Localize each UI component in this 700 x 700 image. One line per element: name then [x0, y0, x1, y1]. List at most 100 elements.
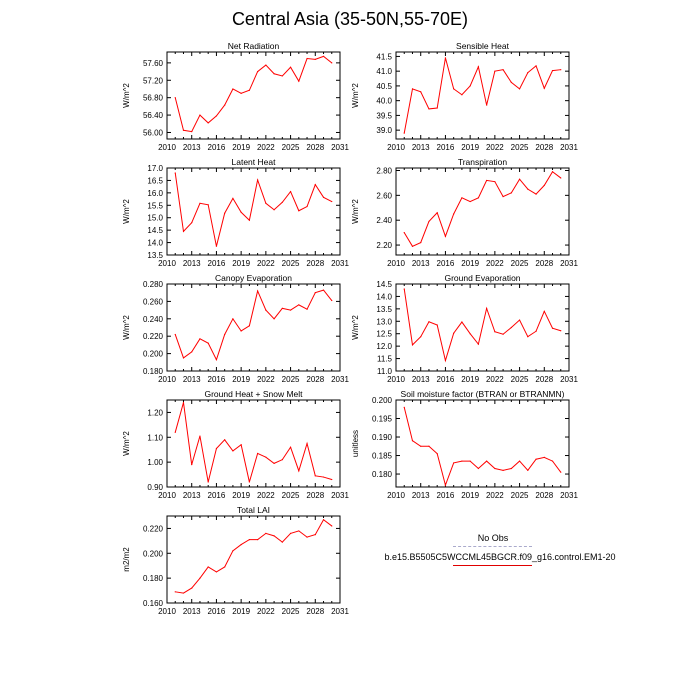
panel-title: Canopy Evaporation: [215, 273, 292, 283]
data-point: [207, 122, 209, 124]
y-tick-label: 2.80: [376, 166, 392, 175]
data-point: [411, 245, 414, 247]
data-point: [174, 333, 176, 336]
y-tick-label: 14.0: [376, 292, 392, 301]
x-tick-label: 2025: [282, 259, 300, 268]
data-point: [469, 200, 471, 203]
y-tick-label: 13.5: [376, 305, 392, 314]
y-tick-label: 16.0: [147, 189, 163, 198]
y-tick-label: 13.5: [147, 251, 163, 260]
legend-label-model: b.e15.B5505C5WCCML45BGCR.f09_g16.control…: [384, 552, 616, 562]
y-tick-label: 2.60: [376, 191, 392, 200]
data-point: [289, 532, 292, 534]
data-point: [289, 309, 292, 311]
panel-title: Transpiration: [458, 157, 508, 167]
y-tick-label: 14.5: [376, 280, 392, 289]
data-point: [174, 172, 176, 174]
data-point: [257, 70, 259, 73]
x-tick-label: 2010: [387, 375, 405, 384]
y-tick-label: 0.180: [143, 367, 164, 376]
panel-title: Ground Heat + Snow Melt: [204, 389, 303, 399]
x-tick-label: 2013: [183, 607, 201, 616]
data-point: [518, 88, 521, 90]
data-point: [551, 69, 554, 72]
data-point: [273, 73, 275, 75]
data-point: [273, 209, 275, 211]
data-point: [298, 530, 300, 532]
x-tick-label: 2010: [158, 491, 176, 500]
y-tick-label: 41.5: [376, 52, 392, 61]
plot-frame: [395, 399, 570, 488]
data-point: [461, 197, 463, 199]
data-point: [494, 331, 496, 333]
x-tick-label: 2019: [461, 259, 479, 268]
data-point: [281, 75, 283, 77]
y-tick-label: 14.0: [147, 239, 163, 248]
data-point: [428, 321, 430, 323]
chart-panel: Ground Heat + Snow Melt W/m^2 2010 2013 2016…: [122, 389, 349, 500]
x-tick-label: 2031: [560, 143, 578, 152]
y-tick-label: 0.185: [372, 452, 393, 461]
data-point: [298, 304, 300, 306]
data-point: [469, 333, 471, 335]
data-point: [182, 230, 185, 232]
y-tick-label: 13.0: [376, 317, 392, 326]
x-tick-label: 2028: [535, 491, 553, 500]
data-point: [199, 338, 201, 340]
data-point: [543, 184, 545, 186]
y-tick-label: 0.190: [372, 433, 393, 442]
plot-frame: [166, 51, 341, 140]
data-point: [444, 359, 447, 362]
data-point: [257, 290, 259, 292]
x-tick-label: 2028: [306, 143, 324, 152]
data-point: [444, 57, 447, 59]
y-tick-label: 1.20: [147, 408, 163, 417]
data-point: [199, 577, 201, 579]
data-point: [461, 94, 463, 96]
data-point: [248, 219, 250, 221]
data-point: [174, 591, 176, 593]
x-tick-label: 2028: [306, 259, 324, 268]
x-tick-label: 2025: [282, 491, 300, 500]
data-point: [486, 460, 488, 462]
data-point: [248, 89, 250, 91]
data-point: [273, 462, 275, 464]
data-point: [248, 481, 250, 483]
y-tick-label: 40.0: [376, 97, 392, 106]
data-point: [273, 318, 275, 320]
data-point: [494, 70, 496, 72]
data-point: [289, 66, 292, 68]
data-point: [436, 212, 438, 214]
data-point: [403, 232, 405, 234]
x-tick-label: 2025: [282, 375, 300, 384]
x-tick-label: 2022: [257, 607, 275, 616]
data-point: [403, 288, 405, 290]
data-point: [543, 87, 545, 89]
x-tick-label: 2031: [331, 607, 349, 616]
x-tick-label: 2013: [412, 143, 430, 152]
data-point: [510, 326, 512, 329]
data-point: [444, 235, 447, 237]
x-tick-label: 2031: [331, 143, 349, 152]
x-tick-label: 2016: [208, 491, 226, 500]
data-point: [306, 308, 308, 310]
x-tick-label: 2031: [331, 491, 349, 500]
data-point: [232, 450, 234, 452]
data-point: [265, 532, 267, 534]
plot-frame: [166, 167, 341, 256]
x-tick-label: 2013: [412, 491, 430, 500]
data-point: [411, 88, 414, 90]
legend-line-model: [453, 565, 532, 566]
x-tick-label: 2028: [535, 259, 553, 268]
x-tick-label: 2010: [158, 607, 176, 616]
y-tick-label: 0.220: [143, 332, 164, 341]
data-point: [560, 471, 562, 473]
series-line: [403, 288, 561, 363]
data-point: [240, 444, 242, 446]
data-point: [403, 406, 405, 409]
data-point: [411, 344, 414, 346]
x-tick-label: 2019: [461, 491, 479, 500]
data-point: [199, 114, 201, 116]
data-point: [469, 460, 471, 462]
y-tick-label: 0.260: [143, 297, 164, 306]
